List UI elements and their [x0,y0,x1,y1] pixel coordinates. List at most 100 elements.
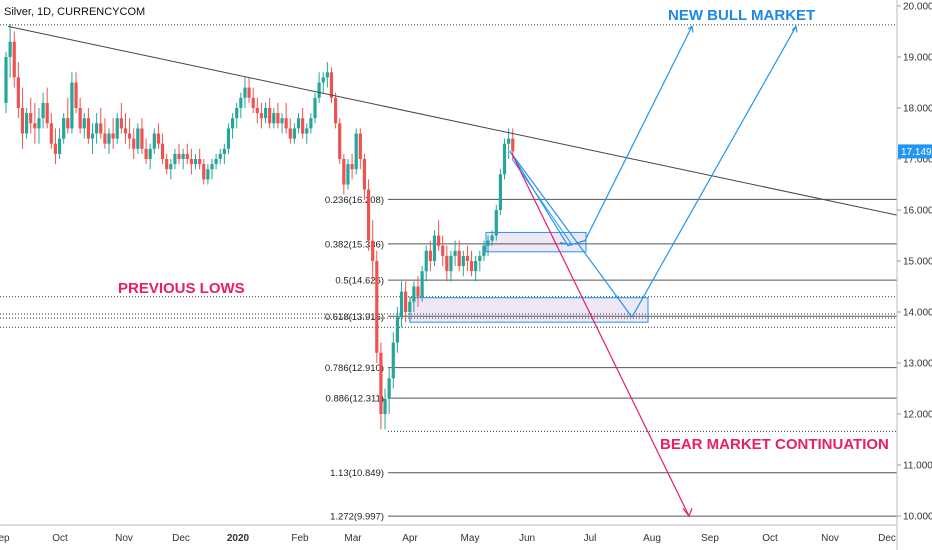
fib-label-1.272: 1.272(9.997) [330,512,384,523]
candle-body-78 [325,72,329,78]
bull-path-2 [509,26,797,319]
candle-body-112 [465,255,470,261]
fib-label-1.13: 1.13(10.849) [330,468,384,479]
fib-label-0.786: 0.786(12.910) [325,363,384,374]
candle-body-33 [140,128,144,149]
candle-body-55 [231,118,235,129]
price-tick-17.000: 17.000 [903,155,932,166]
bull-wedge [511,158,574,246]
time-tick-9: Jun [519,533,535,544]
candle-body-66 [276,113,280,124]
candle-body-23 [99,123,103,134]
candle-body-106 [441,245,445,256]
candle-body-18 [78,108,82,129]
candle-body-26 [111,133,115,139]
candle-body-113 [469,261,474,272]
candle-body-72 [301,118,305,134]
candle-body-107 [445,255,449,272]
candle-body-76 [317,82,321,98]
candle-body-94 [391,342,395,379]
candle-body-92 [383,398,387,414]
candle-body-101 [420,271,424,297]
candle-body-104 [432,235,437,261]
time-tick-5: Feb [291,533,309,544]
candle-body-48 [202,164,206,180]
new-bull-market-label: NEW BULL MARKET [668,7,815,24]
candle-body-10 [45,102,49,124]
candle-body-97 [404,291,408,312]
candle-body-38 [160,143,165,159]
candle-body-21 [90,133,95,139]
time-tick-0: ep [0,533,10,544]
candle-body-62 [259,113,264,119]
candle-body-24 [103,133,107,144]
candle-body-35 [148,148,152,159]
time-tick-3: Dec [172,533,190,544]
price-axis: 20.000 19.000 18.000 17.000 16.000 15.000 14.0… [897,2,932,523]
time-tick-12: Sep [701,533,719,544]
candle-body-32 [136,128,140,149]
candle-body-13 [57,138,62,154]
bear-path [511,153,690,517]
candle-body-108 [449,255,453,272]
candle-body-105 [437,235,441,246]
candle-body-96 [399,291,404,318]
last-price-tag-bg [898,144,932,159]
price-tick-20.000: 20.000 [903,2,932,13]
candle-body-53 [222,148,226,154]
price-tick-13.000: 13.000 [903,359,932,370]
candle-body-122 [507,138,511,144]
candle-body-39 [165,159,169,170]
candle-body-103 [428,250,432,261]
candle-body-28 [119,118,123,129]
bull-arrowhead-1 [687,25,694,33]
candle-body-5 [25,113,29,134]
candle-body-17 [74,82,78,108]
time-tick-11: Aug [643,533,661,544]
candles [4,23,515,430]
candle-body-121 [502,143,507,175]
candle-body-0 [4,57,8,103]
candle-body-9 [41,102,45,119]
fib-label-0.886: 0.886(12.311) [326,394,384,405]
time-tick-2: Nov [115,533,133,544]
candle-body-4 [20,108,25,134]
candle-body-52 [218,153,222,159]
candle-body-98 [408,301,412,312]
candle-body-43 [181,153,185,159]
time-tick-8: May [461,533,480,544]
candle-body-110 [457,250,461,267]
candle-body-47 [198,159,202,165]
candle-body-91 [379,352,383,414]
candle-body-100 [416,286,420,297]
time-tick-6: Mar [344,533,362,544]
candle-body-63 [263,108,268,119]
upper-zone-box [485,231,587,253]
candle-body-89 [371,240,375,261]
candle-body-29 [123,128,128,134]
candle-body-119 [494,210,498,236]
bull-arrowhead-2 [791,25,798,33]
candle-body-11 [49,123,53,144]
zone-boxes [409,231,649,323]
candle-body-79 [329,72,334,98]
candle-body-123 [511,138,515,152]
time-tick-10: Jul [584,533,597,544]
candle-body-77 [321,77,325,83]
candle-body-15 [66,118,70,129]
price-tick-18.000: 18.000 [903,104,932,115]
price-tick-12.000: 12.000 [903,410,932,421]
time-tick-7: Apr [402,533,418,544]
candle-body-49 [206,169,210,180]
candle-body-68 [284,118,288,129]
candle-body-44 [185,153,189,159]
candle-body-86 [358,133,362,159]
candle-body-1 [8,41,12,57]
fib-label-0.382: 0.382(15.336) [325,239,384,250]
price-tick-19.000: 19.000 [903,53,932,64]
price-tick-16.000: 16.000 [903,206,932,217]
candle-body-85 [354,133,358,170]
fib-label-0.5: 0.5(14.626) [335,276,384,287]
